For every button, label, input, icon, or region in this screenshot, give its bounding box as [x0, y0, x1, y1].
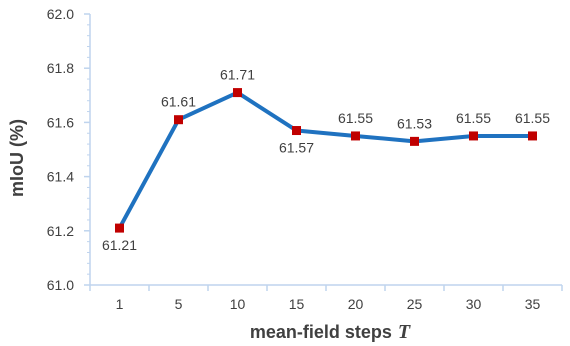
x-tick-label: 25 [407, 296, 423, 312]
x-tick-label: 10 [230, 296, 246, 312]
x-tick-label: 5 [175, 296, 183, 312]
data-label: 61.57 [279, 140, 314, 156]
data-point-marker [351, 131, 360, 141]
y-tick-label: 61.6 [47, 114, 74, 130]
data-label: 61.55 [515, 110, 550, 126]
y-tick-label: 61.2 [47, 223, 74, 239]
y-tick-label: 62.0 [47, 6, 74, 22]
x-axis-title-variable: T [398, 321, 411, 343]
data-point-marker [174, 115, 183, 125]
series-line [117, 90, 535, 231]
x-tick-label: 20 [348, 296, 364, 312]
y-tick-label: 61.4 [47, 169, 74, 185]
data-label: 61.55 [456, 110, 491, 126]
data-label: 61.55 [338, 110, 373, 126]
x-tick-label: 15 [289, 296, 305, 312]
data-point-marker [292, 126, 301, 136]
data-point-marker [115, 223, 124, 233]
data-label: 61.21 [102, 237, 137, 253]
x-tick-label: 35 [525, 296, 541, 312]
data-label: 61.61 [161, 94, 196, 110]
data-label: 61.53 [397, 115, 432, 131]
data-label: 61.71 [220, 67, 255, 83]
x-tick-label: 1 [116, 296, 124, 312]
data-point-marker [410, 136, 419, 146]
x-axis-title: mean-field steps T [250, 321, 411, 343]
series-group: 61.21 61.61 61.71 61.57 61.55 61.53 61.55 61.55 [102, 67, 550, 254]
data-point-marker [469, 131, 478, 141]
y-tick-label: 61.0 [47, 277, 74, 293]
x-axis-title-text: mean-field steps [250, 322, 392, 342]
y-axis-title: mIoU (%) [7, 119, 27, 197]
x-tick-label: 30 [466, 296, 482, 312]
y-axis: 61.0 61.2 61.4 61.6 61.8 62.0 [47, 6, 91, 293]
data-point-marker [528, 131, 537, 141]
x-axis: 1 5 10 15 20 25 30 35 [89, 284, 563, 312]
data-point-marker [233, 88, 242, 98]
y-tick-label: 61.8 [47, 60, 74, 76]
